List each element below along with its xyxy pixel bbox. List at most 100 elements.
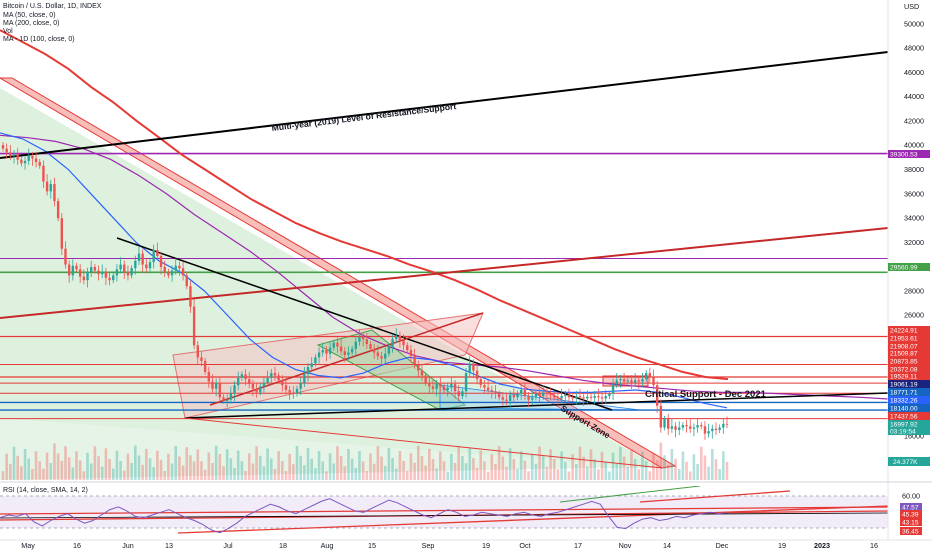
candle-body bbox=[689, 426, 692, 429]
volume-bar bbox=[145, 448, 148, 480]
candle-body bbox=[317, 352, 321, 358]
volume-bar bbox=[622, 456, 626, 480]
price-badge bbox=[888, 334, 930, 342]
multi-year-trendline[interactable] bbox=[0, 51, 888, 159]
candle-body bbox=[369, 344, 372, 349]
volume-bar bbox=[181, 465, 185, 480]
candle-body bbox=[262, 382, 266, 387]
volume-bar bbox=[541, 456, 545, 480]
volume-bar bbox=[339, 456, 343, 480]
candle-body bbox=[104, 271, 108, 278]
candle-body bbox=[292, 392, 295, 394]
price-pane[interactable]: Multi-year (2019) Level of Resistance/Su… bbox=[0, 29, 888, 480]
volume-bar bbox=[523, 460, 527, 480]
volume-badge-label: 24.377K bbox=[893, 459, 918, 466]
volume-bar bbox=[512, 459, 516, 480]
rsi-red-line-1 bbox=[0, 506, 888, 515]
volume-bar bbox=[288, 454, 291, 480]
candle-body bbox=[306, 367, 310, 375]
candle-body bbox=[626, 380, 629, 382]
time-tick-label: 14 bbox=[663, 541, 671, 550]
rsi-legend[interactable]: RSI (14, close, SMA, 14, 2) bbox=[3, 487, 88, 494]
volume-bar bbox=[494, 464, 497, 480]
candle-body bbox=[244, 374, 247, 380]
volume-bar bbox=[82, 471, 86, 480]
volume-bar bbox=[659, 442, 663, 480]
candle-body bbox=[505, 399, 508, 401]
volume-bar bbox=[582, 456, 585, 480]
symbol-legend[interactable]: Bitcoin / U.S. Dollar, 1D, INDEX bbox=[3, 3, 102, 10]
candle-body bbox=[134, 260, 137, 269]
candle-body bbox=[545, 392, 549, 394]
volume-bar bbox=[593, 459, 596, 480]
candle-body bbox=[439, 383, 442, 387]
volume-bar bbox=[159, 459, 163, 480]
volume-bar bbox=[233, 467, 236, 480]
ma200-legend[interactable]: MA (200, close, 0) bbox=[3, 20, 60, 27]
candle-body bbox=[714, 428, 718, 430]
volume-bar bbox=[97, 456, 100, 480]
ma50-legend[interactable]: MA (50, close, 0) bbox=[3, 12, 56, 19]
price-badge bbox=[888, 326, 930, 334]
candle-body bbox=[450, 383, 453, 388]
price-badge bbox=[888, 365, 930, 373]
candle-body bbox=[119, 264, 122, 270]
candle-body bbox=[630, 380, 633, 383]
long-red-trendline[interactable] bbox=[0, 227, 888, 319]
volume-bar bbox=[615, 463, 619, 480]
volume-bar bbox=[652, 452, 655, 480]
volume-bar bbox=[420, 456, 424, 480]
volume-bar bbox=[424, 465, 427, 480]
volume-bar bbox=[200, 461, 203, 480]
black-descending-trendline[interactable] bbox=[116, 237, 613, 411]
time-axis[interactable]: May 16 Jun 13 Jul 18 Aug 15 Sep 19 Oct 17 Nov 14 Dec 19… bbox=[0, 539, 932, 550]
volume-bar bbox=[442, 461, 446, 480]
volume-bar bbox=[93, 446, 97, 480]
volume-bar bbox=[325, 471, 328, 480]
volume-bar bbox=[9, 463, 12, 480]
volume-bar bbox=[405, 471, 409, 480]
volume-bar bbox=[501, 456, 505, 480]
candle-body bbox=[266, 377, 269, 383]
candle-body bbox=[42, 165, 45, 182]
volume-bar bbox=[589, 449, 593, 480]
volume-bar bbox=[328, 453, 332, 480]
candle-body bbox=[531, 397, 534, 400]
candle-body bbox=[288, 390, 291, 393]
volume-bar bbox=[600, 451, 604, 480]
rsi-pane[interactable] bbox=[0, 486, 888, 534]
time-tick-label: Oct bbox=[519, 541, 530, 550]
time-tick-label: Sep bbox=[422, 541, 435, 550]
candle-body bbox=[163, 267, 166, 272]
price-badge-label: 17437.56 bbox=[890, 413, 918, 420]
candle-body bbox=[417, 364, 420, 371]
time-tick-label: 18 bbox=[279, 541, 287, 550]
candle-body bbox=[67, 264, 71, 276]
ma100-line bbox=[0, 134, 888, 400]
volume-bar bbox=[696, 464, 699, 480]
candle-body bbox=[516, 393, 519, 398]
volume-bar bbox=[185, 447, 189, 480]
time-tick-label: 17 bbox=[574, 541, 582, 550]
candle-body bbox=[431, 386, 435, 389]
volume-bar bbox=[637, 469, 641, 480]
candle-body bbox=[575, 396, 578, 399]
price-badge-label: 24224.91 bbox=[890, 327, 918, 334]
lower-red-line[interactable] bbox=[184, 417, 663, 469]
volume-bar bbox=[369, 453, 372, 480]
candle-body bbox=[196, 345, 199, 358]
volume-bar bbox=[468, 447, 472, 480]
volume-bar bbox=[409, 453, 413, 480]
ma100-legend[interactable]: MA - 1D (100, close, 0) bbox=[3, 36, 75, 43]
volume-bar bbox=[1, 471, 5, 480]
volume-bar bbox=[435, 468, 438, 480]
candle-body bbox=[659, 405, 663, 428]
candle-body bbox=[564, 394, 567, 397]
volume-bar bbox=[152, 467, 155, 480]
volume-legend[interactable]: Vol bbox=[3, 28, 13, 35]
volume-bar bbox=[119, 461, 122, 480]
candle-body bbox=[189, 286, 192, 307]
critical-support-line[interactable] bbox=[184, 392, 888, 419]
candle-body bbox=[130, 268, 133, 276]
